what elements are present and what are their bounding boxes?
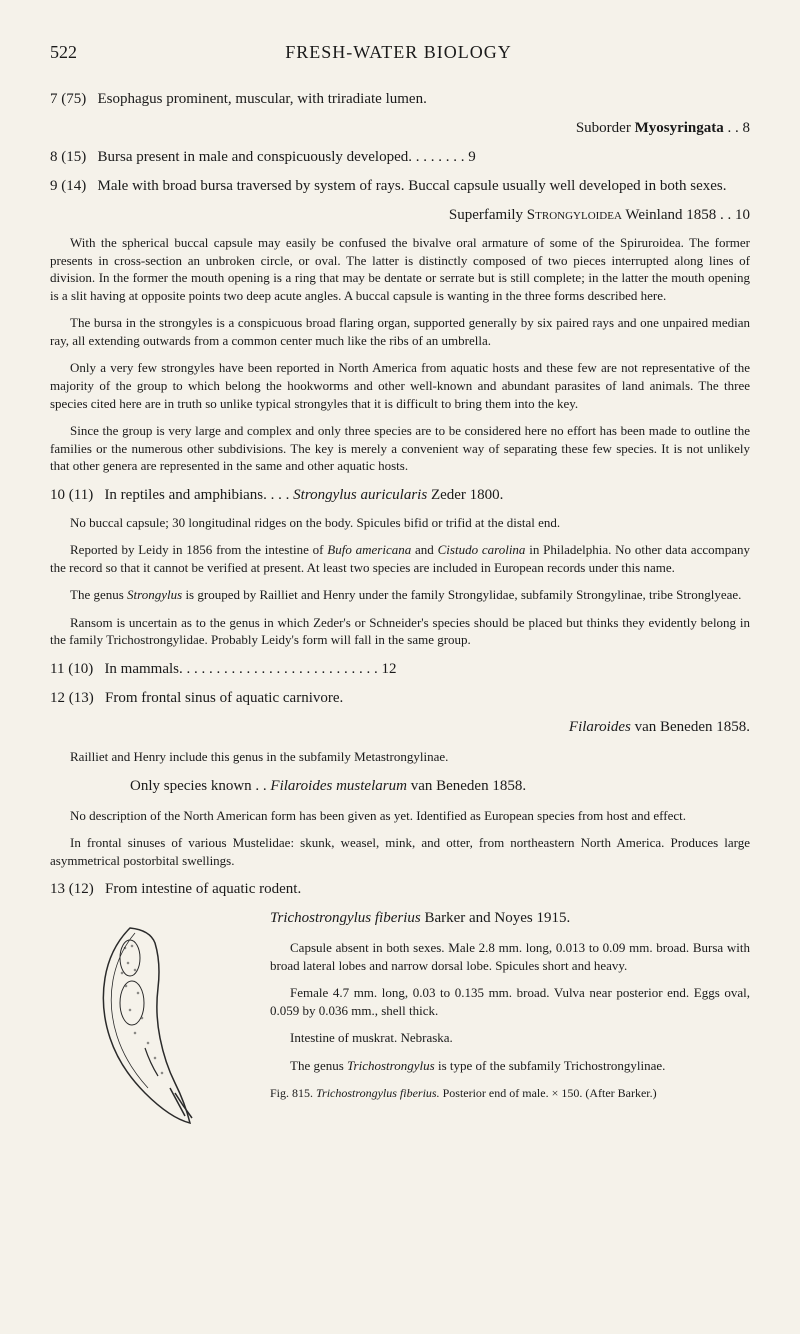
entry-text-post: Zeder 1800.: [427, 487, 503, 503]
fc-pre: Fig. 815.: [270, 1086, 316, 1100]
p6-sp1: Bufo americana: [327, 542, 411, 557]
fc-post: Posterior end of male. × 150. (After Bar…: [440, 1086, 657, 1100]
superfamily-line: Superfamily Strongyloidea Weinland 1858 …: [50, 205, 750, 226]
paragraph-10: No description of the North American for…: [50, 807, 750, 825]
fig-para-4: The genus Trichostrongylus is type of th…: [270, 1057, 750, 1075]
paragraph-7: The genus Strongylus is grouped by Raill…: [50, 586, 750, 604]
only-species-line: Only species known . . Filaroides mustel…: [130, 776, 750, 797]
fp4-pre: The genus: [290, 1058, 347, 1073]
p7-sp: Strongylus: [127, 587, 182, 602]
key-entry-10: 10 (11) In reptiles and amphibians. . . …: [50, 485, 750, 506]
page-title: FRESH-WATER BIOLOGY: [285, 40, 512, 65]
os-sp: Filaroides mustelarum: [270, 778, 407, 794]
key-entry-13: 13 (12) From intestine of aquatic rodent…: [50, 879, 750, 900]
suborder-line: Suborder Myosyringata . . 8: [50, 118, 750, 139]
entry-key: 10 (11): [50, 487, 93, 503]
fig-sp: Trichostrongylus fiberius: [270, 910, 421, 926]
key-entry-12: 12 (13) From frontal sinus of aquatic ca…: [50, 688, 750, 709]
figure-text: Trichostrongylus fiberius Barker and Noy…: [270, 908, 750, 1155]
superfamily-text: Superfamily Strongyloidea Weinland 1858 …: [449, 207, 750, 223]
species-author: van Beneden 1858.: [631, 719, 750, 735]
entry-key: 7 (75): [50, 91, 86, 107]
entry-key: 8 (15): [50, 149, 86, 165]
paragraph-11: In frontal sinuses of various Mustelidae…: [50, 834, 750, 869]
figure-image-wrap: [50, 908, 250, 1155]
p6-pre: Reported by Leidy in 1856 from the intes…: [70, 542, 327, 557]
paragraph-2: The bursa in the strongyles is a conspic…: [50, 314, 750, 349]
entry-text: From frontal sinus of aquatic carnivore.: [105, 690, 343, 706]
entry-key: 13 (12): [50, 881, 94, 897]
key-entry-9: 9 (14) Male with broad bursa traversed b…: [50, 176, 750, 197]
fc-sp: Trichostrongylus fiberius.: [316, 1086, 440, 1100]
paragraph-5: No buccal capsule; 30 longitudinal ridge…: [50, 514, 750, 532]
entry-key: 12 (13): [50, 690, 94, 706]
entry-text: From intestine of aquatic rodent.: [105, 881, 301, 897]
figure-caption: Fig. 815. Trichostrongylus fiberius. Pos…: [270, 1085, 750, 1102]
paragraph-8: Ransom is uncertain as to the genus in w…: [50, 614, 750, 649]
fp4-post: is type of the subfamily Trichostrongyli…: [435, 1058, 666, 1073]
paragraph-1: With the spherical buccal capsule may ea…: [50, 234, 750, 304]
fig-para-1: Capsule absent in both sexes. Male 2.8 m…: [270, 939, 750, 974]
entry-text: Bursa present in male and conspicuously …: [98, 149, 476, 165]
species-name: Filaroides: [569, 719, 631, 735]
p6-sp2: Cistudo carolina: [438, 542, 526, 557]
species-line-12: Filaroides van Beneden 1858.: [50, 717, 750, 738]
fig-para-2: Female 4.7 mm. long, 0.03 to 0.135 mm. b…: [270, 984, 750, 1019]
entry-text: In mammals. . . . . . . . . . . . . . . …: [104, 661, 396, 677]
page-number: 522: [50, 40, 77, 65]
fig-author: Barker and Noyes 1915.: [421, 910, 571, 926]
p7-pre: The genus: [70, 587, 127, 602]
os-pre: Only species known . .: [130, 778, 270, 794]
entry-text: Male with broad bursa traversed by syste…: [98, 178, 727, 194]
figure-section: Trichostrongylus fiberius Barker and Noy…: [50, 908, 750, 1155]
fp4-sp: Trichostrongylus: [347, 1058, 435, 1073]
page-header: 522 FRESH-WATER BIOLOGY: [50, 40, 750, 65]
entry-key: 11 (10): [50, 661, 93, 677]
fig-para-3: Intestine of muskrat. Nebraska.: [270, 1029, 750, 1047]
key-entry-8: 8 (15) Bursa present in male and conspic…: [50, 147, 750, 168]
suborder-text: Suborder Myosyringata . . 8: [576, 120, 750, 136]
key-entry-11: 11 (10) In mammals. . . . . . . . . . . …: [50, 659, 750, 680]
figure-species-title: Trichostrongylus fiberius Barker and Noy…: [270, 908, 750, 929]
paragraph-6: Reported by Leidy in 1856 from the intes…: [50, 541, 750, 576]
paragraph-4: Since the group is very large and comple…: [50, 422, 750, 475]
organism-illustration: [50, 908, 250, 1148]
entry-key: 9 (14): [50, 178, 86, 194]
paragraph-9: Railliet and Henry include this genus in…: [50, 748, 750, 766]
entry-text: Esophagus prominent, muscular, with trir…: [98, 91, 427, 107]
os-post: van Beneden 1858.: [407, 778, 526, 794]
species-name: Strongylus auricularis: [293, 487, 427, 503]
p6-mid: and: [411, 542, 437, 557]
entry-text-pre: In reptiles and amphibians. . . .: [104, 487, 293, 503]
p7-post: is grouped by Railliet and Henry under t…: [182, 587, 741, 602]
key-entry-7: 7 (75) Esophagus prominent, muscular, wi…: [50, 89, 750, 110]
paragraph-3: Only a very few strongyles have been rep…: [50, 359, 750, 412]
